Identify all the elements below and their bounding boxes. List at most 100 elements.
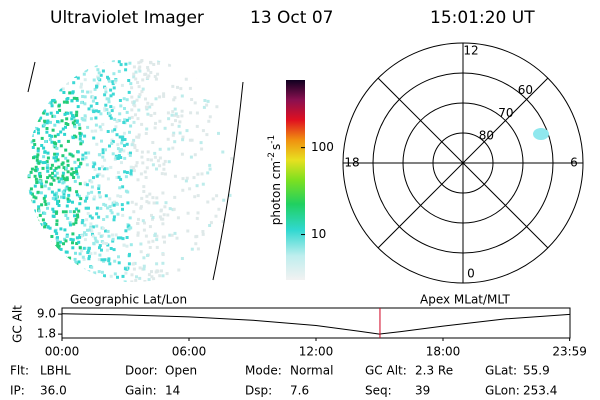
pixel [31,257,35,261]
pixel [112,86,116,90]
pixel [196,194,200,198]
pixel [107,100,111,104]
pixel [65,100,69,104]
pixel [75,98,79,102]
pixel [113,259,117,263]
pixel [54,266,58,270]
pixel [41,161,45,165]
pixel [158,95,162,99]
pixel [50,163,54,167]
pixel [206,99,210,103]
pixel [80,117,84,120]
pixel [83,223,87,227]
pixel [45,130,49,134]
pixel [96,82,100,86]
pixel [79,161,83,165]
pixel [65,166,68,170]
pixel [30,84,34,88]
pixel [183,279,187,282]
pixel [111,59,115,63]
pixel [34,66,38,70]
pixel [43,150,47,154]
pixel [38,252,42,255]
pixel [59,227,63,231]
pixel [49,243,53,247]
pixel [101,241,105,245]
pixel [33,87,37,91]
pixel [217,207,221,211]
pixel [34,216,38,220]
pixel [97,191,101,195]
pixel [196,75,200,79]
pixel [135,98,139,102]
pixel [51,171,54,175]
pixel [86,125,90,129]
pixel [58,108,62,112]
pixel [97,232,101,236]
pixel [48,226,52,230]
pixel [225,241,229,245]
pixel [151,163,155,167]
pixel [121,135,125,139]
pixel [30,62,34,66]
pixel [101,69,105,73]
pixel [72,171,76,174]
pixel [123,267,127,271]
field-value: 36.0 [40,384,67,398]
pixel [31,229,34,233]
pixel [49,111,53,115]
pixel [111,129,114,133]
pixel [91,165,95,169]
field-value: Normal [290,364,333,378]
pixel [203,99,207,102]
pixel [115,133,119,137]
pixel [53,197,57,201]
pixel [77,123,81,127]
pixel [32,104,36,108]
pixel [173,61,177,65]
pixel [230,157,234,161]
pixel [55,238,59,242]
pixel [124,229,128,233]
pixel [127,262,131,266]
pixel [132,75,136,79]
pixel [34,165,38,169]
pixel [58,240,62,244]
pixel [95,278,99,282]
pixel [92,241,96,245]
pixel [128,252,131,256]
pixel [129,171,133,175]
pixel [36,147,40,151]
pixel [66,197,70,201]
pixel [156,72,160,76]
pixel [55,222,59,226]
pixel [188,86,192,90]
pixel [73,179,77,183]
pixel [143,280,147,282]
pixel [119,236,123,240]
pixel [61,174,65,178]
pixel [177,124,181,128]
pixel [134,77,138,81]
pixel [132,72,136,76]
pixel [120,138,124,142]
pixel [64,122,68,125]
pixel [99,128,103,132]
pixel [75,170,78,174]
pixel [51,254,55,258]
pixel [43,184,47,188]
pixel [148,246,152,249]
pixel [32,277,36,281]
pixel [68,210,72,214]
pixel [121,185,125,189]
pixel [163,159,167,163]
pixel [62,265,66,269]
pixel [98,193,101,197]
pixel [94,109,98,113]
pixel [71,91,75,95]
pixel [46,239,50,243]
pixel [153,155,157,159]
pixel [153,234,157,237]
pixel [61,154,65,158]
